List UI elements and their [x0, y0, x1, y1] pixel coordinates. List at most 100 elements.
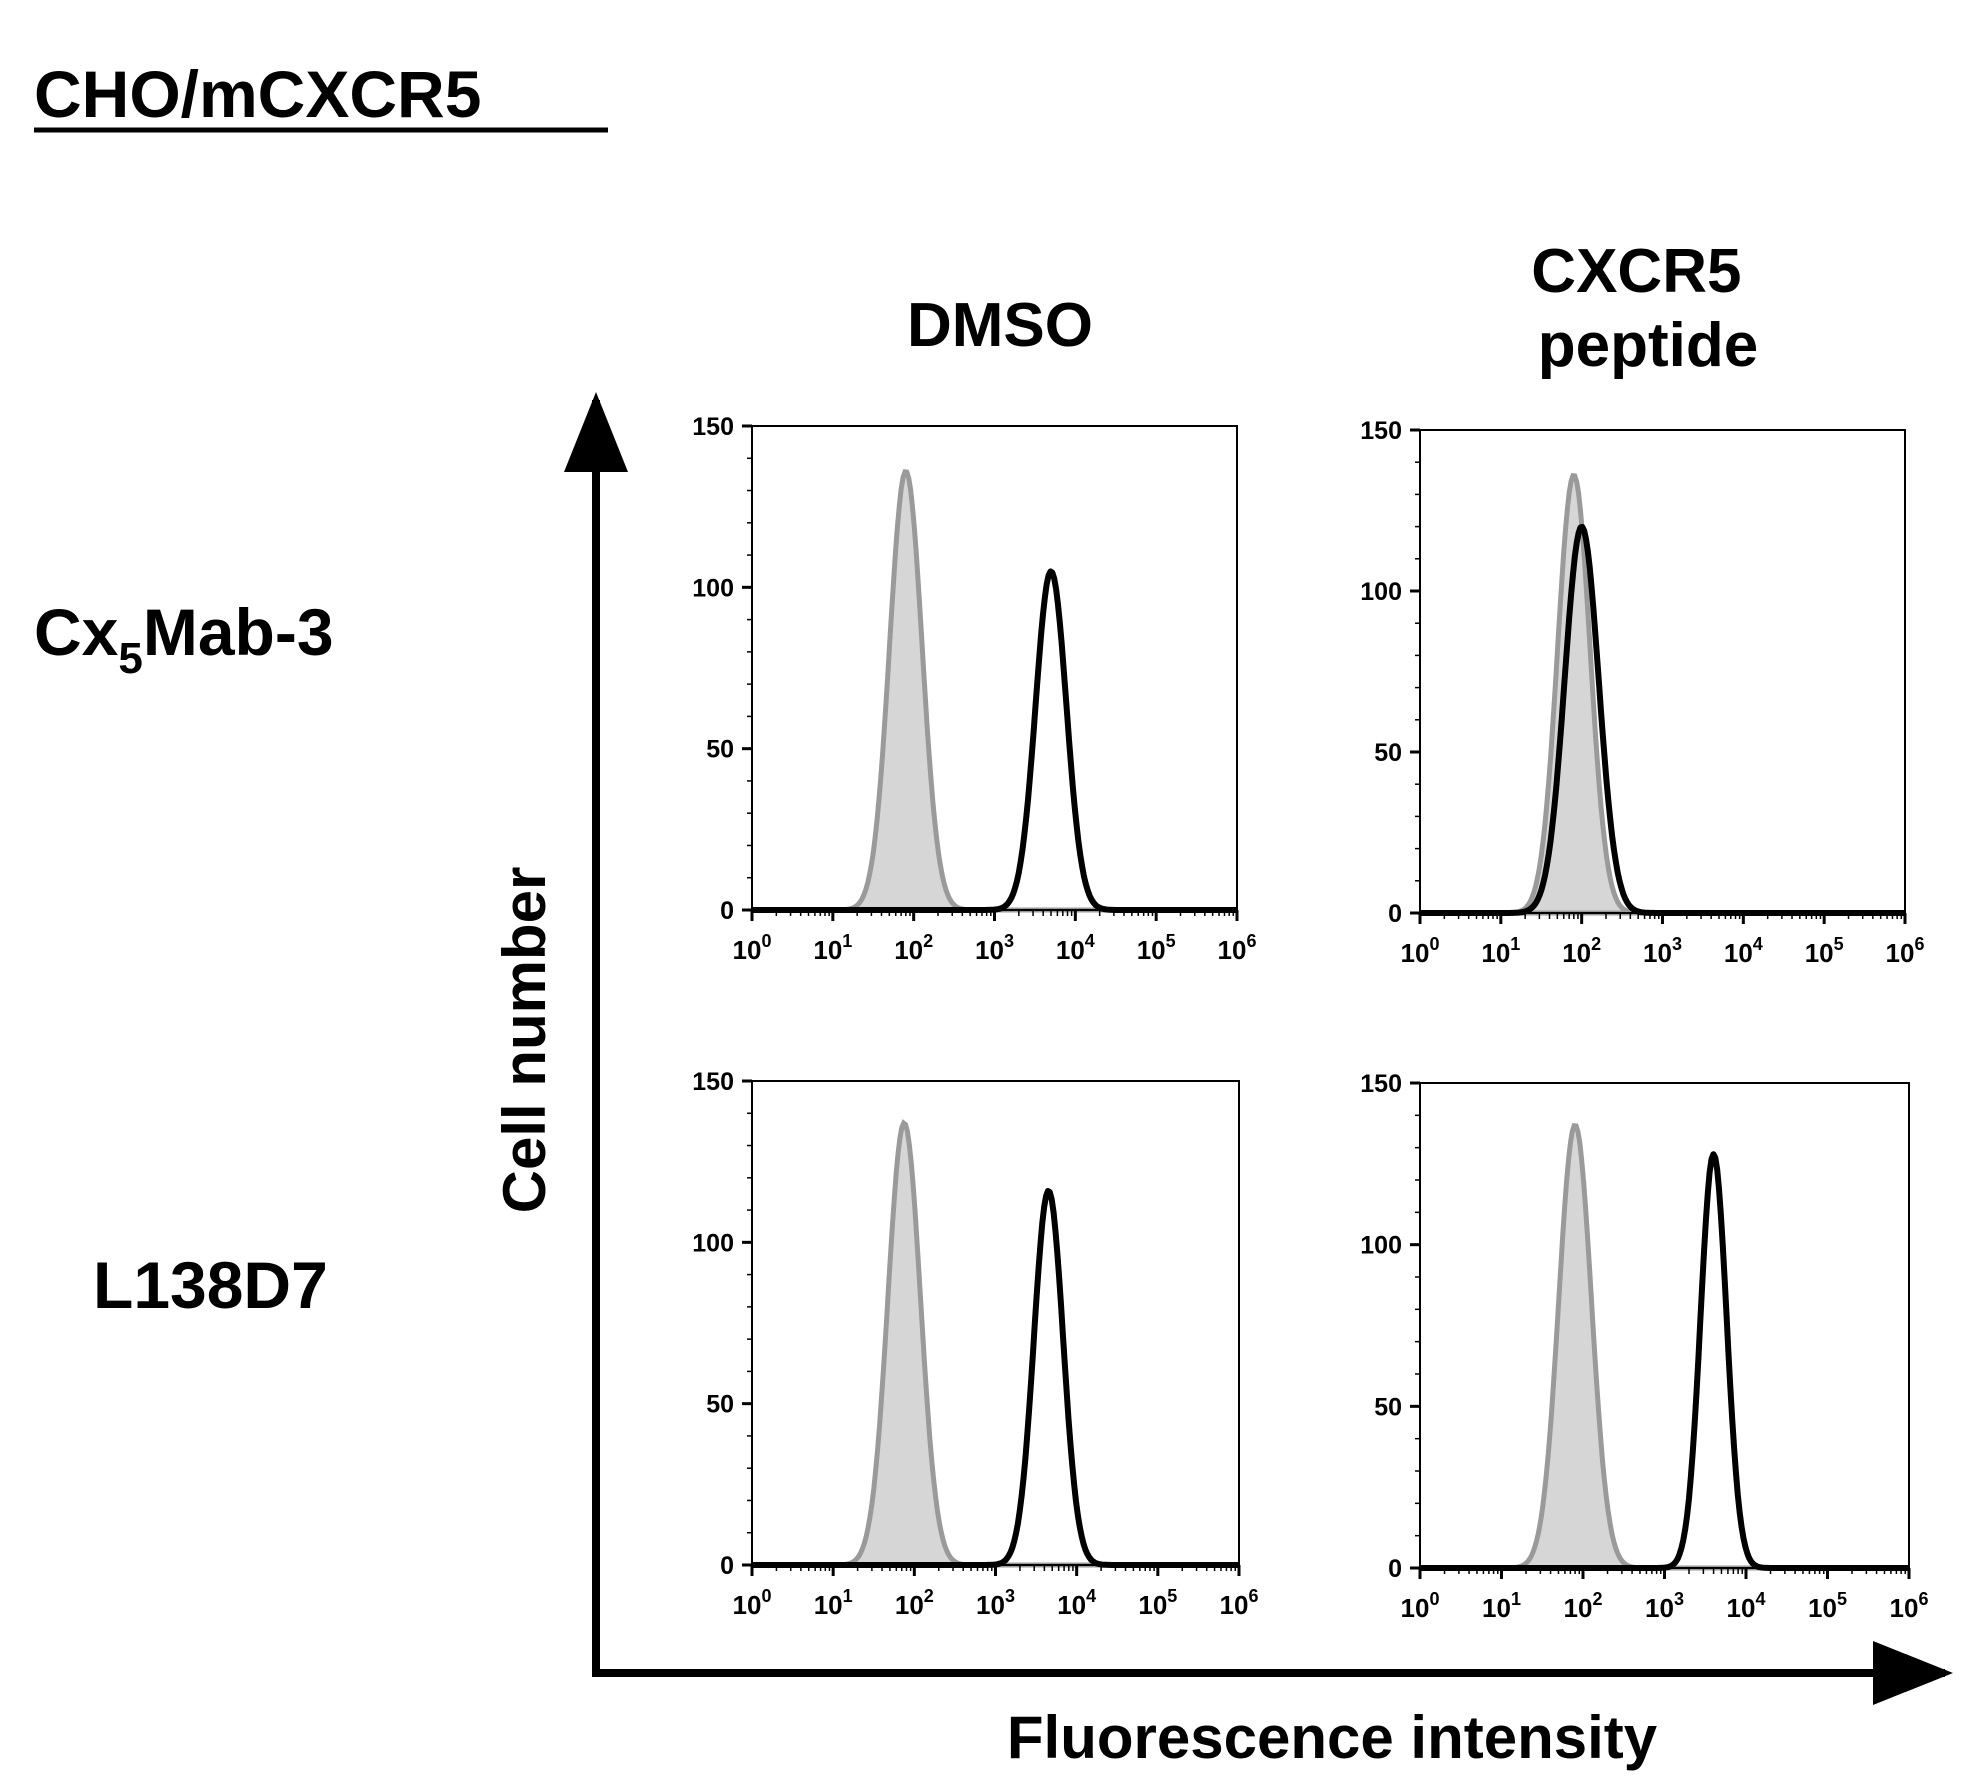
x-tick-label-base: 10	[1220, 1590, 1249, 1620]
x-tick-label: 105	[1137, 931, 1176, 965]
histogram-control-filled	[1420, 1123, 1909, 1571]
plot-frame	[1419, 429, 1906, 914]
x-tick-label-exponent: 1	[842, 931, 852, 951]
x-tick-label-base: 10	[1137, 935, 1166, 965]
histogram-control-filled	[1420, 472, 1905, 916]
row-label-cx5mab3-main: Cx	[34, 595, 119, 669]
x-tick-label: 103	[1645, 1589, 1684, 1623]
x-tick-label-base: 10	[814, 1590, 843, 1620]
x-tick-label: 106	[1220, 1586, 1259, 1620]
x-tick-label: 103	[1643, 934, 1682, 968]
x-tick-label-base: 10	[1890, 1593, 1919, 1623]
x-tick-label-base: 10	[733, 935, 762, 965]
row-label-l138d7: L138D7	[93, 1248, 328, 1322]
y-tick-label: 50	[706, 1391, 734, 1419]
x-tick-label-exponent: 5	[1166, 931, 1176, 951]
x-tick-label-base: 10	[1481, 938, 1510, 968]
y-tick-label: 50	[706, 736, 734, 764]
x-tick-label: 101	[814, 1586, 853, 1620]
x-tick-label-exponent: 6	[1914, 934, 1924, 954]
x-tick-label-exponent: 3	[1005, 1586, 1015, 1606]
figure-title: CHO/mCXCR5	[34, 57, 481, 131]
x-tick-label: 101	[813, 931, 852, 965]
x-tick-label-exponent: 4	[1085, 931, 1095, 951]
y-tick-label: 150	[1360, 1070, 1402, 1098]
x-tick-label: 100	[1401, 1589, 1440, 1623]
x-tick-label: 105	[1138, 1586, 1177, 1620]
x-tick-label-base: 10	[1808, 1593, 1837, 1623]
x-tick-label-base: 10	[1564, 1593, 1593, 1623]
y-tick-label: 50	[1374, 739, 1402, 767]
x-tick-label-base: 10	[1724, 938, 1753, 968]
histogram-control-filled	[752, 469, 1237, 913]
histogram-sample-line	[1418, 1151, 1911, 1571]
row-label-cx5mab3-rest: Mab-3	[143, 595, 334, 669]
x-tick-label-base: 10	[1401, 1593, 1430, 1623]
x-tick-label: 103	[976, 1586, 1015, 1620]
y-tick-label: 50	[1374, 1393, 1402, 1421]
x-tick-label: 100	[733, 1586, 772, 1620]
x-tick-label: 106	[1890, 1589, 1929, 1623]
x-tick-label-exponent: 2	[924, 1586, 934, 1606]
plot-frame	[751, 1080, 1240, 1566]
x-tick-label: 105	[1808, 1589, 1847, 1623]
x-tick-label-base: 10	[1401, 938, 1430, 968]
y-tick-label: 150	[692, 413, 734, 441]
x-tick-label: 104	[1724, 934, 1763, 968]
histogram-sample-line	[750, 568, 1239, 913]
y-tick-label: 0	[1388, 900, 1402, 928]
x-tick-label-base: 10	[1727, 1593, 1756, 1623]
x-tick-label-exponent: 5	[1837, 1589, 1847, 1609]
x-tick-label-exponent: 1	[843, 1586, 853, 1606]
x-tick-label: 104	[1057, 1586, 1096, 1620]
x-tick-label-base: 10	[894, 935, 923, 965]
x-tick-label-base: 10	[1138, 1590, 1167, 1620]
column-label-peptide-line2: peptide	[1538, 311, 1758, 380]
x-tick-label: 106	[1218, 931, 1257, 965]
x-tick-label: 104	[1727, 1589, 1766, 1623]
x-tick-label-exponent: 3	[1004, 931, 1014, 951]
x-tick-label-base: 10	[1057, 1590, 1086, 1620]
histogram-sample-line	[1418, 523, 1907, 916]
x-tick-label: 102	[1562, 934, 1601, 968]
x-tick-label-base: 10	[1886, 938, 1915, 968]
x-tick-label-base: 10	[813, 935, 842, 965]
histogram-control-filled	[752, 1119, 1239, 1568]
y-tick-label: 100	[1360, 1232, 1402, 1260]
x-tick-label: 105	[1805, 934, 1844, 968]
x-tick-label-exponent: 0	[761, 1586, 771, 1606]
y-tick-label: 0	[720, 1552, 734, 1580]
column-label-peptide: CXCR5 peptide	[1531, 237, 1758, 380]
row-label-cx5mab3: Cx5Mab-3	[34, 595, 334, 683]
x-tick-label-base: 10	[733, 1590, 762, 1620]
y-tick-label: 150	[692, 1068, 734, 1096]
y-tick-label: 100	[1360, 578, 1402, 606]
y-axis-label: Cell number	[491, 867, 558, 1214]
column-label-peptide-line1: CXCR5	[1531, 237, 1741, 306]
x-tick-label: 101	[1482, 1589, 1521, 1623]
x-tick-label-exponent: 2	[1592, 1589, 1602, 1609]
plot-frame	[1419, 1082, 1910, 1569]
x-tick-label-exponent: 3	[1672, 934, 1682, 954]
x-tick-label-base: 10	[1805, 938, 1834, 968]
x-tick-label: 106	[1886, 934, 1925, 968]
x-tick-label-exponent: 4	[1086, 1586, 1096, 1606]
x-tick-label-base: 10	[975, 935, 1004, 965]
y-tick-label: 0	[720, 897, 734, 925]
y-tick-label: 0	[1388, 1555, 1402, 1583]
column-label-dmso: DMSO	[907, 291, 1093, 360]
x-tick-label-base: 10	[1482, 1593, 1511, 1623]
y-tick-label: 100	[692, 574, 734, 602]
x-tick-label-exponent: 4	[1755, 1589, 1765, 1609]
x-tick-label-base: 10	[1218, 935, 1247, 965]
y-tick-label: 150	[1360, 417, 1402, 445]
x-tick-label: 102	[895, 1586, 934, 1620]
x-tick-label-exponent: 6	[1918, 1589, 1928, 1609]
plot-frame	[751, 425, 1238, 911]
x-tick-label-exponent: 0	[1429, 934, 1439, 954]
y-tick-label: 100	[692, 1229, 734, 1257]
